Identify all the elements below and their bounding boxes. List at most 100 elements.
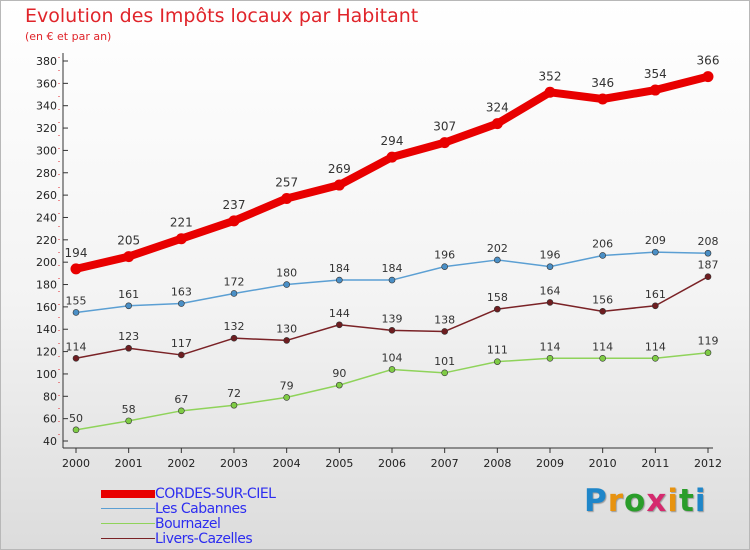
y-tick-label: 380 (36, 55, 57, 68)
x-tick-label: 2002 (167, 457, 195, 470)
data-point-3 (704, 273, 712, 281)
x-tick-label: 2012 (694, 457, 722, 470)
y-tick-label: 140 (36, 323, 57, 336)
data-point-2 (652, 354, 659, 362)
data-point-0 (70, 263, 82, 275)
x-tick-label: 2010 (589, 457, 617, 470)
proxiti-logo: Proxiti (584, 483, 706, 519)
x-tick-label: 2004 (273, 457, 301, 470)
data-label-1: 172 (224, 275, 245, 288)
data-point-2 (72, 426, 80, 434)
data-point-3 (599, 308, 606, 315)
data-point-0 (544, 86, 556, 98)
legend-label-3: Livers-Cazelles (155, 531, 253, 547)
data-label-2: 114 (592, 340, 613, 353)
x-tick-label: 2001 (115, 457, 143, 470)
data-label-0: 294 (381, 134, 404, 148)
legend-swatch-1 (101, 508, 155, 510)
data-label-2: 58 (122, 403, 136, 416)
data-label-0: 269 (328, 162, 351, 176)
data-label-3: 117 (171, 337, 192, 350)
data-point-1 (546, 263, 554, 270)
logo-letter: i (667, 483, 679, 519)
data-point-2 (125, 417, 132, 425)
data-point-3 (336, 321, 343, 329)
y-tick-label: 340 (36, 100, 57, 113)
data-point-1 (230, 290, 238, 297)
data-point-3 (652, 302, 659, 310)
legend-label-2: Bournazel (155, 516, 221, 532)
data-label-0: 221 (170, 216, 193, 230)
chart-subtitle: (en € et par an) (25, 30, 112, 43)
data-point-2 (336, 381, 343, 389)
data-label-1: 208 (698, 235, 719, 248)
legend-label-0: CORDES-SUR-CIEL (155, 486, 276, 502)
data-point-2 (230, 401, 238, 409)
data-point-2 (388, 366, 396, 373)
data-label-3: 161 (645, 288, 666, 301)
data-label-1: 184 (329, 262, 350, 275)
y-tick-label: 240 (36, 211, 57, 224)
legend-swatch-0 (101, 490, 155, 498)
data-label-3: 156 (592, 293, 613, 306)
data-point-0 (702, 71, 714, 83)
data-label-0: 237 (223, 198, 246, 212)
data-point-1 (336, 276, 343, 284)
y-tick-label: 40 (43, 435, 57, 448)
data-point-0 (597, 93, 609, 105)
x-tick-label: 2008 (483, 457, 511, 470)
data-point-0 (175, 233, 187, 245)
data-label-2: 111 (487, 344, 508, 357)
data-label-2: 79 (280, 379, 294, 392)
data-label-0: 324 (486, 101, 509, 115)
legend-swatch-3 (101, 538, 155, 540)
data-point-3 (125, 344, 132, 352)
data-point-1 (125, 302, 132, 310)
data-label-1: 209 (645, 234, 666, 247)
y-tick-label: 220 (36, 234, 57, 247)
y-tick-label: 100 (36, 368, 57, 381)
data-label-3: 187 (698, 259, 719, 272)
data-point-2 (599, 354, 606, 362)
y-tick-label: 200 (36, 256, 57, 269)
data-point-0 (386, 151, 398, 163)
x-tick-label: 2007 (431, 457, 459, 470)
data-label-3: 123 (118, 330, 139, 343)
data-label-2: 67 (174, 393, 188, 406)
data-label-3: 114 (66, 340, 87, 353)
x-tick-label: 2003 (220, 457, 248, 470)
data-point-3 (178, 351, 185, 359)
logo-letter: x (646, 483, 668, 519)
data-point-3 (283, 337, 290, 344)
series-line-0 (72, 72, 712, 273)
data-label-1: 155 (66, 294, 87, 307)
logo-letter: i (694, 483, 707, 519)
data-label-1: 196 (540, 249, 561, 262)
data-point-0 (649, 84, 661, 96)
data-label-2: 114 (540, 340, 561, 353)
data-point-2 (441, 369, 448, 377)
x-tick-label: 2000 (62, 457, 90, 470)
data-point-3 (441, 328, 448, 335)
x-tick-label: 2005 (325, 457, 353, 470)
y-tick-label: 260 (36, 189, 57, 202)
data-point-0 (228, 215, 240, 227)
y-tick-label: 80 (43, 390, 57, 403)
y-tick-label: 60 (43, 413, 57, 426)
x-tick-label: 2009 (536, 457, 564, 470)
data-point-1 (441, 263, 448, 270)
data-point-1 (388, 276, 396, 284)
data-label-2: 114 (645, 340, 666, 353)
data-point-1 (704, 249, 712, 257)
data-label-3: 132 (224, 320, 245, 333)
data-label-0: 257 (275, 175, 298, 189)
data-label-0: 205 (117, 234, 140, 248)
data-label-0: 354 (644, 67, 667, 81)
data-point-1 (72, 309, 80, 316)
y-tick-label: 300 (36, 144, 57, 157)
data-point-3 (388, 327, 396, 334)
data-label-1: 163 (171, 286, 192, 299)
data-label-1: 184 (382, 262, 403, 275)
data-label-1: 196 (434, 249, 455, 262)
y-tick-label: 160 (36, 301, 57, 314)
